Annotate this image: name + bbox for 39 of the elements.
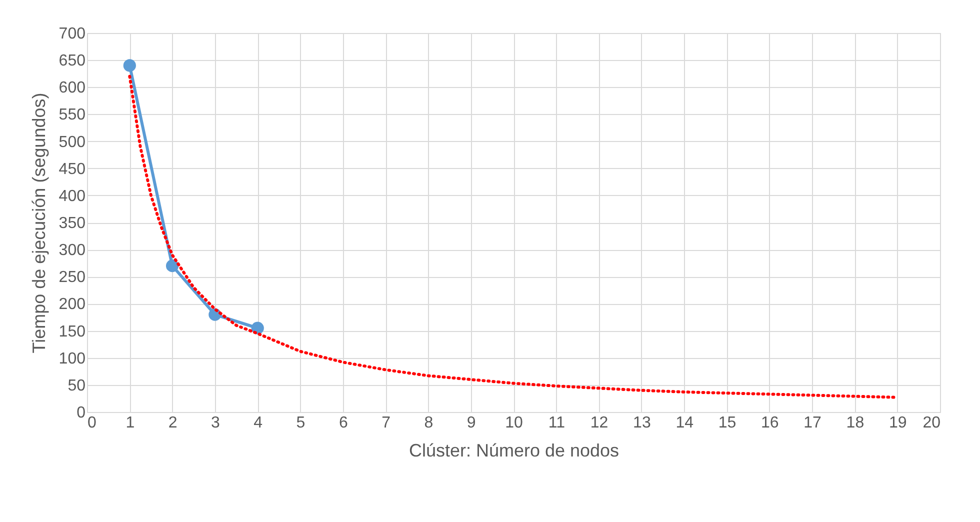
x-tick-label: 5 — [296, 414, 306, 432]
x-tick-label: 1 — [126, 414, 135, 432]
x-tick-label: 19 — [888, 414, 907, 432]
y-tick-label: 50 — [68, 377, 86, 394]
y-tick-label: 350 — [58, 215, 86, 232]
x-tick-label: 14 — [676, 414, 694, 432]
y-tick-label: 700 — [58, 26, 86, 42]
x-tick-label: 3 — [210, 414, 220, 432]
x-tick-label: 16 — [761, 414, 779, 432]
x-tick-label: 18 — [846, 414, 864, 432]
x-tick-label: 10 — [505, 414, 523, 432]
y-tick-label: 100 — [58, 350, 86, 368]
y-tick-label: 250 — [58, 269, 86, 286]
y-tick-label: 300 — [58, 242, 86, 260]
y-tick-label: 200 — [58, 296, 86, 314]
y-tick-label: 600 — [58, 80, 86, 97]
x-tick-label: 0 — [88, 414, 96, 432]
point — [166, 260, 179, 272]
y-tick-label: 500 — [58, 134, 86, 151]
y-tick-label: 650 — [58, 52, 86, 70]
x-tick-label: 13 — [633, 414, 651, 432]
point — [123, 59, 136, 72]
x-tick-label: 2 — [168, 414, 178, 432]
x-axis-title: Clúster: Número de nodos — [408, 440, 620, 460]
x-tick-label: 9 — [466, 414, 476, 432]
x-tick-label: 15 — [718, 414, 736, 432]
y-tick-label: 450 — [58, 160, 86, 178]
y-axis-title: Tiempo de ejecución (segundos) — [28, 92, 49, 354]
y-tick-label: 400 — [58, 188, 86, 205]
x-tick-label: 8 — [424, 414, 434, 432]
x-tick-label: 7 — [382, 414, 391, 432]
y-tick-label: 150 — [58, 323, 86, 340]
x-tick-label: 12 — [590, 414, 608, 432]
x-tick-label: 17 — [804, 414, 822, 432]
y-tick-label: 550 — [58, 106, 86, 124]
x-tick-label: 11 — [548, 414, 566, 432]
x-tick-label: 6 — [338, 414, 348, 432]
x-tick-label: 4 — [254, 414, 263, 432]
x-tick-label: 20 — [922, 414, 941, 432]
